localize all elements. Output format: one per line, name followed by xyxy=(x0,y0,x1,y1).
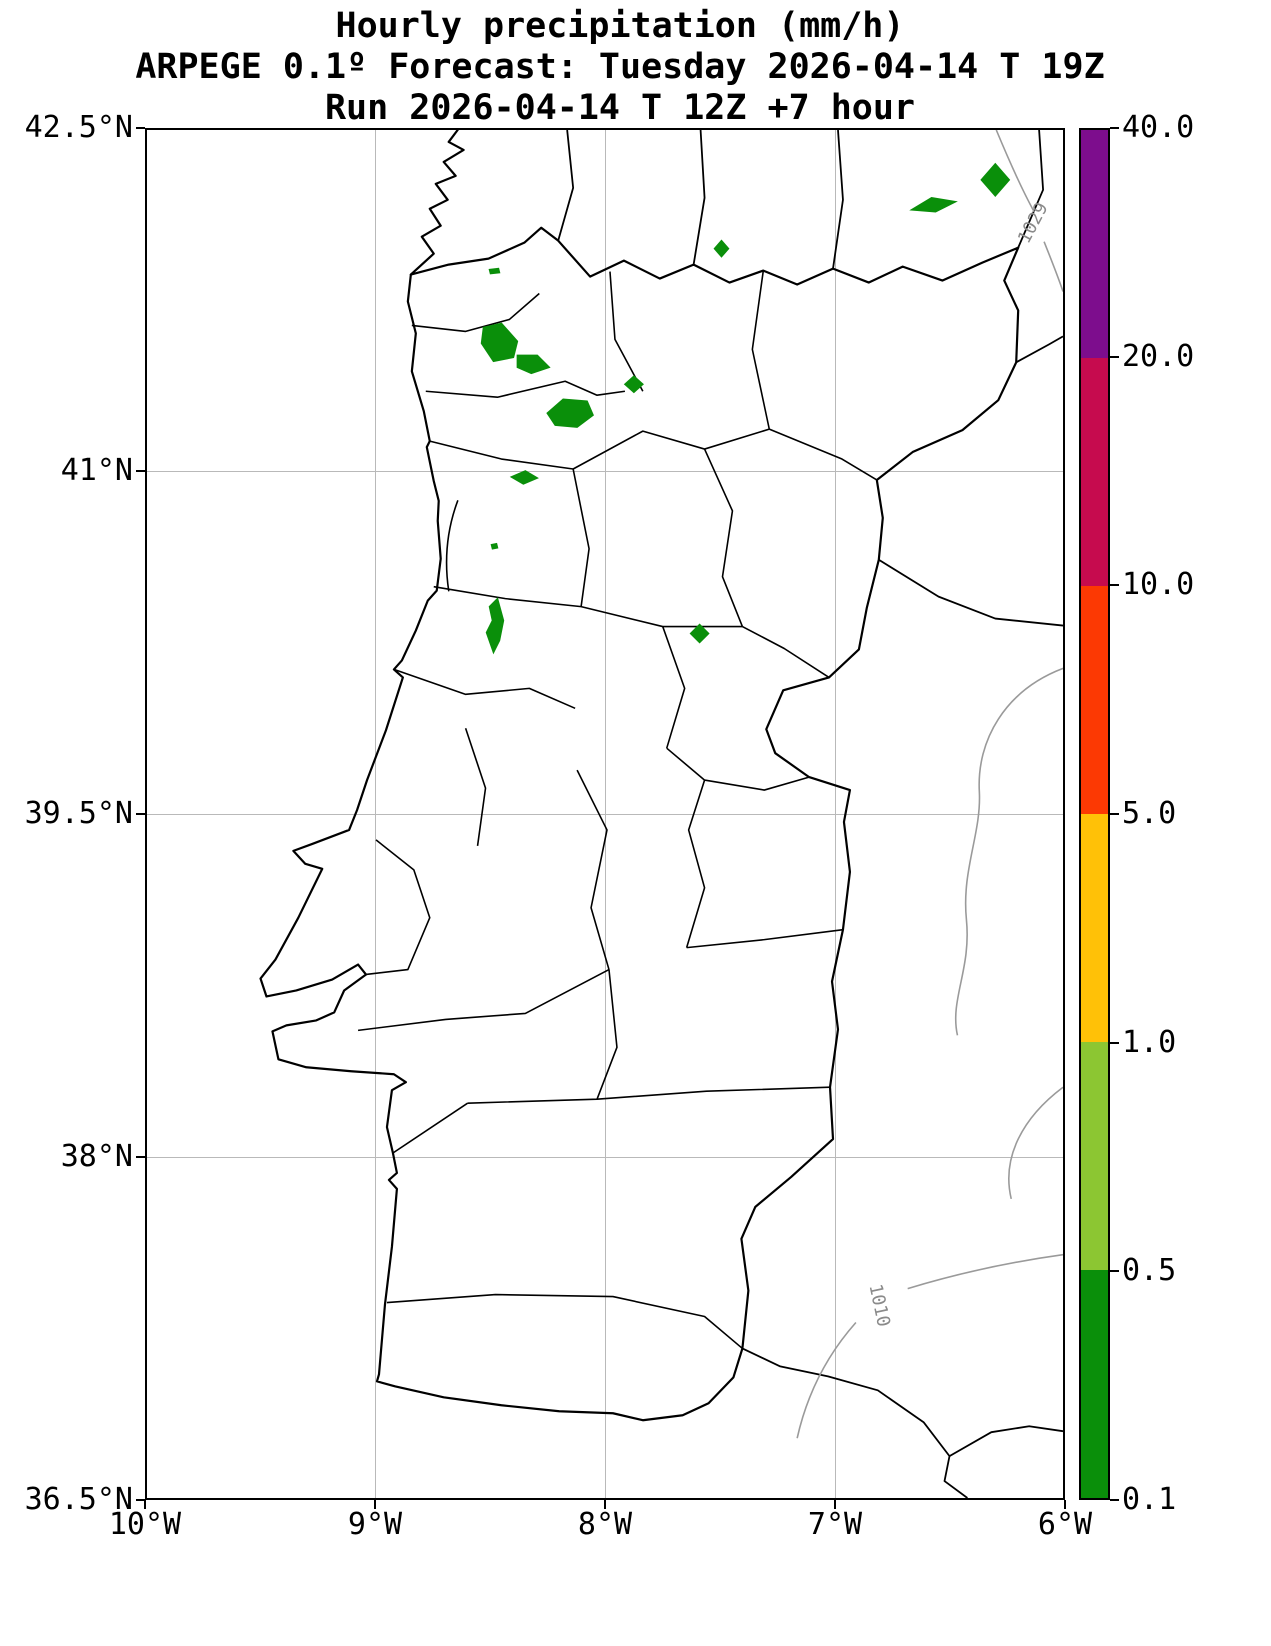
colorbar-segment xyxy=(1081,1270,1108,1498)
district-boundaries xyxy=(357,270,878,1350)
portugal-map: 1029 1010 xyxy=(259,130,1063,1498)
colorbar-tick-mark xyxy=(1110,813,1119,815)
lat-tick-mark xyxy=(136,470,145,472)
lon-tick-label: 8°W xyxy=(577,1507,633,1542)
precip-patch xyxy=(490,542,499,550)
lon-tick-label: 7°W xyxy=(807,1507,863,1542)
lat-tick-label: 39.5°N xyxy=(24,796,133,831)
lat-tick-mark xyxy=(136,127,145,129)
colorbar-tick-mark xyxy=(1110,1270,1119,1273)
precip-patch xyxy=(689,623,710,644)
colorbar-tick-label: 40.0 xyxy=(1122,110,1195,145)
lon-tick-mark xyxy=(1064,1500,1066,1509)
colorbar-segment xyxy=(1081,814,1108,1042)
colorbar-tick-label: 5.0 xyxy=(1122,796,1177,831)
colorbar-tick-label: 1.0 xyxy=(1122,1024,1177,1060)
lat-tick-label: 36.5°N xyxy=(24,1482,133,1517)
lat-tick-mark xyxy=(136,813,145,815)
precip-patch xyxy=(485,597,505,655)
colorbar-tick-mark xyxy=(1110,584,1119,587)
precip-patch xyxy=(909,197,958,213)
isobar-value-label: 1029 xyxy=(1014,199,1053,247)
lon-gridline xyxy=(604,128,606,1500)
lat-tick-mark xyxy=(136,1499,145,1501)
precipitation-patches xyxy=(480,162,1011,655)
colorbar-tick-mark xyxy=(1110,1041,1119,1044)
colorbar-segment xyxy=(1081,1042,1108,1270)
lat-tick-label: 41°N xyxy=(60,453,133,488)
colorbar-tick-mark xyxy=(1110,355,1119,358)
precip-patch xyxy=(516,354,551,375)
colorbar-tick-label: 10.0 xyxy=(1122,567,1195,603)
lon-gridline xyxy=(374,128,376,1500)
lon-tick-label: 9°W xyxy=(347,1507,403,1542)
lat-tick-label: 42.5°N xyxy=(24,110,133,145)
lat-tick-label: 38°N xyxy=(60,1139,133,1174)
lon-tick-label: 6°W xyxy=(1037,1507,1093,1542)
precip-patch xyxy=(509,470,539,485)
isobar-labels: 1029 1010 xyxy=(864,199,1052,1329)
map-plot-area: 1029 1010 xyxy=(145,128,1065,1500)
lon-tick-mark xyxy=(374,1500,376,1509)
precip-patch xyxy=(980,162,1011,197)
chart-title: Hourly precipitation (mm/h) xyxy=(335,6,905,46)
colorbar-tick-label: 0.1 xyxy=(1122,1482,1177,1517)
chart-subtitle-forecast: ARPEGE 0.1º Forecast: Tuesday 2026-04-14… xyxy=(135,47,1105,87)
chart-subtitle-run: Run 2026-04-14 T 12Z +7 hour xyxy=(324,88,915,128)
country-outline xyxy=(259,130,1020,1422)
lon-tick-mark xyxy=(604,1500,606,1509)
precip-patch xyxy=(546,398,594,428)
lon-tick-label: 10°W xyxy=(108,1507,182,1542)
colorbar-segment xyxy=(1081,358,1108,586)
precip-patch xyxy=(488,267,501,275)
isobar-lines xyxy=(796,130,1063,1439)
precip-patch xyxy=(480,322,519,363)
precip-patch xyxy=(623,375,644,394)
colorbar xyxy=(1079,128,1110,1500)
isobar-value-label: 1010 xyxy=(864,1282,893,1329)
spain-boundaries xyxy=(557,130,1063,1498)
colorbar-tick-mark xyxy=(1110,1499,1119,1501)
colorbar-segment xyxy=(1081,130,1108,358)
lon-tick-mark xyxy=(834,1500,836,1509)
lon-gridline xyxy=(834,128,836,1500)
lat-tick-mark xyxy=(136,1156,145,1158)
precip-patch xyxy=(713,239,730,258)
colorbar-tick-label: 0.5 xyxy=(1122,1253,1177,1289)
colorbar-tick-label: 20.0 xyxy=(1122,338,1195,374)
colorbar-tick-mark xyxy=(1110,127,1119,129)
colorbar-segment xyxy=(1081,586,1108,814)
lon-tick-mark xyxy=(144,1500,146,1509)
